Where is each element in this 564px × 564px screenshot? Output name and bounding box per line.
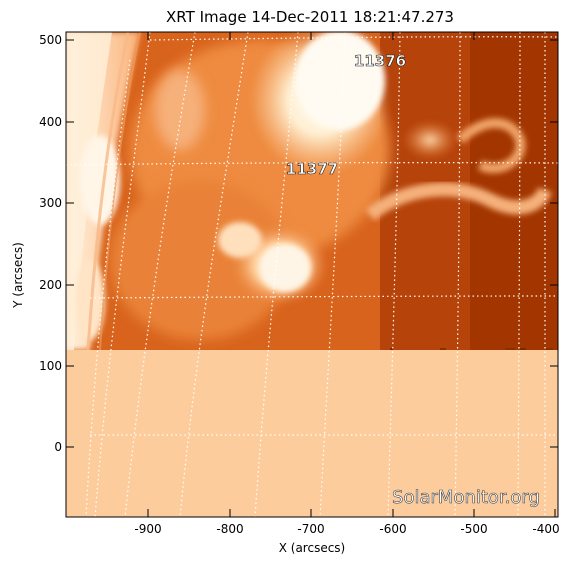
x-axis-label: X (arcsecs) [279,541,346,555]
y-tick-label: 300 [39,196,62,210]
x-tick-label: -500 [460,522,487,536]
corona-image [66,32,558,350]
y-tick-label: 0 [54,440,62,454]
x-tick-label: -400 [532,522,559,536]
y-tick-label: 100 [39,359,62,373]
x-tick-label: -800 [216,522,243,536]
coordinate-grid [66,32,558,517]
plot-frame [65,31,559,518]
solar-image [66,32,558,517]
y-axis [66,39,558,448]
active-region-label-11377: 11377 [286,160,338,178]
y-axis-label: Y (arcsecs) [11,242,25,309]
y-tick-label: 200 [39,278,62,292]
x-tick-label: -700 [297,522,324,536]
image-title: XRT Image 14-Dec-2011 18:21:47.273 [166,8,454,26]
y-tick-label: 500 [39,33,62,47]
active-region-label-11376: 11376 [354,52,406,70]
x-tick-label: -600 [379,522,406,536]
watermark: SolarMonitor.org [392,487,540,508]
x-tick-label: -900 [134,522,161,536]
y-tick-label: 400 [39,115,62,129]
x-axis [147,32,556,517]
